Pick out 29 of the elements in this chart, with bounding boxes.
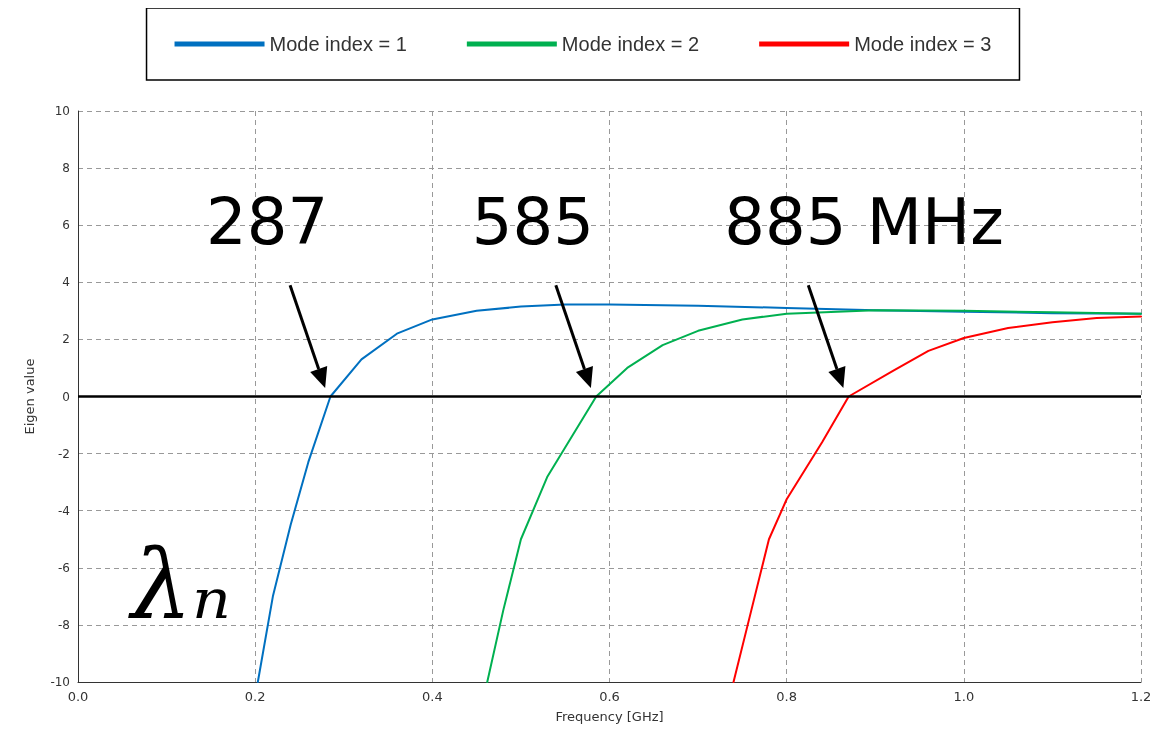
line-series [732,315,1142,683]
y-tick-label: -8 [58,617,70,632]
annotation: 585 [471,185,594,260]
legend-label: Mode index = 3 [854,33,992,55]
x-tick-label: 0.0 [67,689,89,704]
annotation: 287 [206,185,329,260]
x-tick-label: 0.4 [421,689,443,704]
annotation: 885 MHz [724,185,1004,260]
y-tick-label: 2 [62,332,70,347]
y-tick-label: 0 [62,389,70,404]
x-tick-label: 1.2 [1130,689,1152,704]
y-tick-label: 10 [54,104,70,118]
x-tick-label: 1.0 [953,689,975,704]
y-tick-label: -2 [58,446,70,461]
y-tick-label: -6 [58,560,70,575]
x-tick-label: 0.8 [776,689,798,704]
x-tick-label: 0.6 [599,689,620,704]
x-axis-title: Frequency [GHz] [555,709,664,724]
y-tick-label: 6 [62,218,70,233]
x-tick-label: 0.2 [244,689,266,704]
line-series [486,309,1142,683]
y-tick-label: -4 [58,503,70,518]
annotation: λₙ [127,528,231,641]
y-tick-label: -10 [50,675,70,689]
y-tick-label: 4 [62,275,70,290]
y-axis-title: Eigen value [22,358,37,435]
legend-label: Mode index = 2 [561,33,700,55]
y-tick-label: 8 [62,161,70,176]
legend-label: Mode index = 1 [269,33,407,55]
